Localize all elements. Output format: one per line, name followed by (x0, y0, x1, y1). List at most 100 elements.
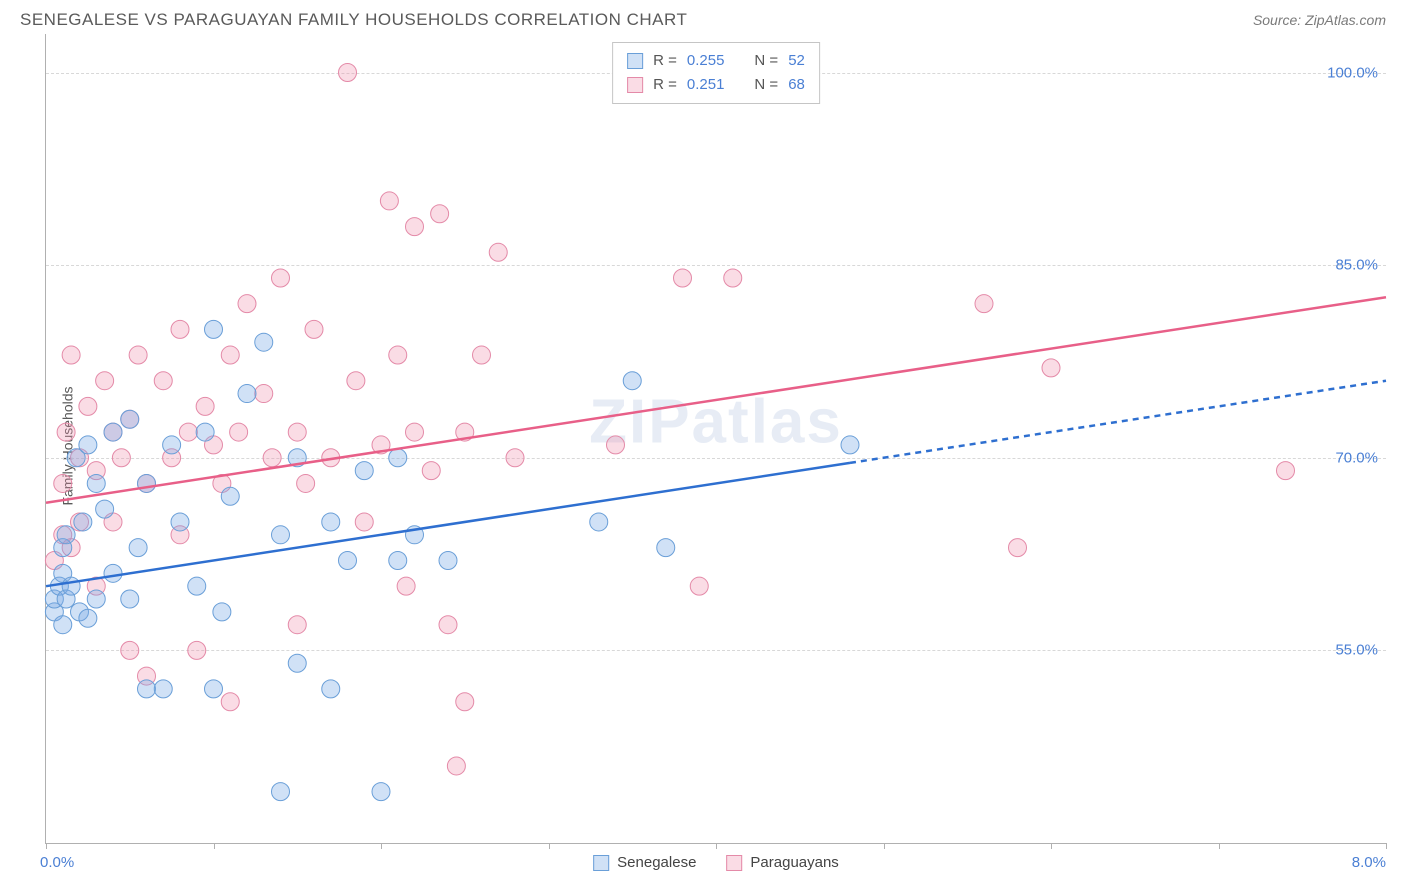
data-point (1277, 462, 1295, 480)
data-point (406, 423, 424, 441)
n-value: 52 (788, 49, 805, 73)
data-point (272, 783, 290, 801)
data-point (213, 603, 231, 621)
bottom-legend: Senegalese Paraguayans (593, 854, 839, 871)
x-tick (716, 843, 717, 849)
data-point (372, 783, 390, 801)
legend-swatch (593, 855, 609, 871)
data-point (121, 641, 139, 659)
data-point (288, 423, 306, 441)
data-point (456, 693, 474, 711)
x-tick (214, 843, 215, 849)
data-point (238, 295, 256, 313)
legend-stats-row: R =0.255N =52 (627, 49, 805, 73)
data-point (657, 539, 675, 557)
data-point (96, 372, 114, 390)
r-value: 0.251 (687, 73, 725, 97)
x-tick (1386, 843, 1387, 849)
legend-label: Paraguayans (750, 854, 838, 871)
data-point (62, 577, 80, 595)
legend-label: Senegalese (617, 854, 696, 871)
data-point (230, 423, 248, 441)
data-point (154, 372, 172, 390)
data-point (138, 680, 156, 698)
data-point (57, 423, 75, 441)
x-tick (884, 843, 885, 849)
data-point (188, 577, 206, 595)
data-point (406, 218, 424, 236)
data-point (62, 346, 80, 364)
data-point (339, 64, 357, 82)
data-point (121, 590, 139, 608)
data-point (112, 449, 130, 467)
data-point (263, 449, 281, 467)
data-point (1042, 359, 1060, 377)
data-point (489, 243, 507, 261)
data-point (87, 590, 105, 608)
x-tick (1219, 843, 1220, 849)
data-point (205, 320, 223, 338)
legend-stats-box: R =0.255N =52R = 0.251 N = 68 (612, 42, 820, 104)
data-point (447, 757, 465, 775)
data-point (196, 423, 214, 441)
data-point (607, 436, 625, 454)
legend-stats-row: R =0.251N =68 (627, 73, 805, 97)
data-point (422, 462, 440, 480)
data-point (690, 577, 708, 595)
data-point (196, 397, 214, 415)
data-point (724, 269, 742, 287)
data-point (54, 474, 72, 492)
data-point (272, 269, 290, 287)
data-point (397, 577, 415, 595)
data-point (590, 513, 608, 531)
legend-swatch (627, 53, 643, 69)
data-point (1009, 539, 1027, 557)
data-point (506, 449, 524, 467)
data-point (87, 474, 105, 492)
data-point (96, 500, 114, 518)
data-point (79, 397, 97, 415)
data-point (355, 462, 373, 480)
data-point (272, 526, 290, 544)
source-label: Source: ZipAtlas.com (1253, 12, 1386, 28)
data-point (389, 346, 407, 364)
data-point (129, 539, 147, 557)
n-value: 68 (788, 73, 805, 97)
trend-line (850, 381, 1386, 463)
r-label: R = (653, 49, 677, 73)
data-point (79, 609, 97, 627)
x-max-label: 8.0% (1352, 854, 1386, 871)
data-point (221, 693, 239, 711)
data-point (79, 436, 97, 454)
data-point (288, 654, 306, 672)
data-point (841, 436, 859, 454)
data-point (322, 513, 340, 531)
data-point (473, 346, 491, 364)
chart-title: SENEGALESE VS PARAGUAYAN FAMILY HOUSEHOL… (20, 10, 687, 30)
data-point (104, 423, 122, 441)
data-point (380, 192, 398, 210)
data-point (255, 333, 273, 351)
data-point (54, 616, 72, 634)
x-min-label: 0.0% (40, 854, 74, 871)
data-point (439, 551, 457, 569)
x-tick (46, 843, 47, 849)
data-point (288, 616, 306, 634)
data-point (104, 564, 122, 582)
data-point (623, 372, 641, 390)
data-point (205, 680, 223, 698)
data-point (154, 680, 172, 698)
data-point (238, 385, 256, 403)
data-point (389, 449, 407, 467)
x-tick (381, 843, 382, 849)
data-point (297, 474, 315, 492)
x-tick (549, 843, 550, 849)
data-point (347, 372, 365, 390)
legend-item: Senegalese (593, 854, 696, 871)
data-point (188, 641, 206, 659)
n-label: N = (754, 73, 778, 97)
data-point (171, 513, 189, 531)
data-point (439, 616, 457, 634)
data-point (221, 346, 239, 364)
x-tick (1051, 843, 1052, 849)
